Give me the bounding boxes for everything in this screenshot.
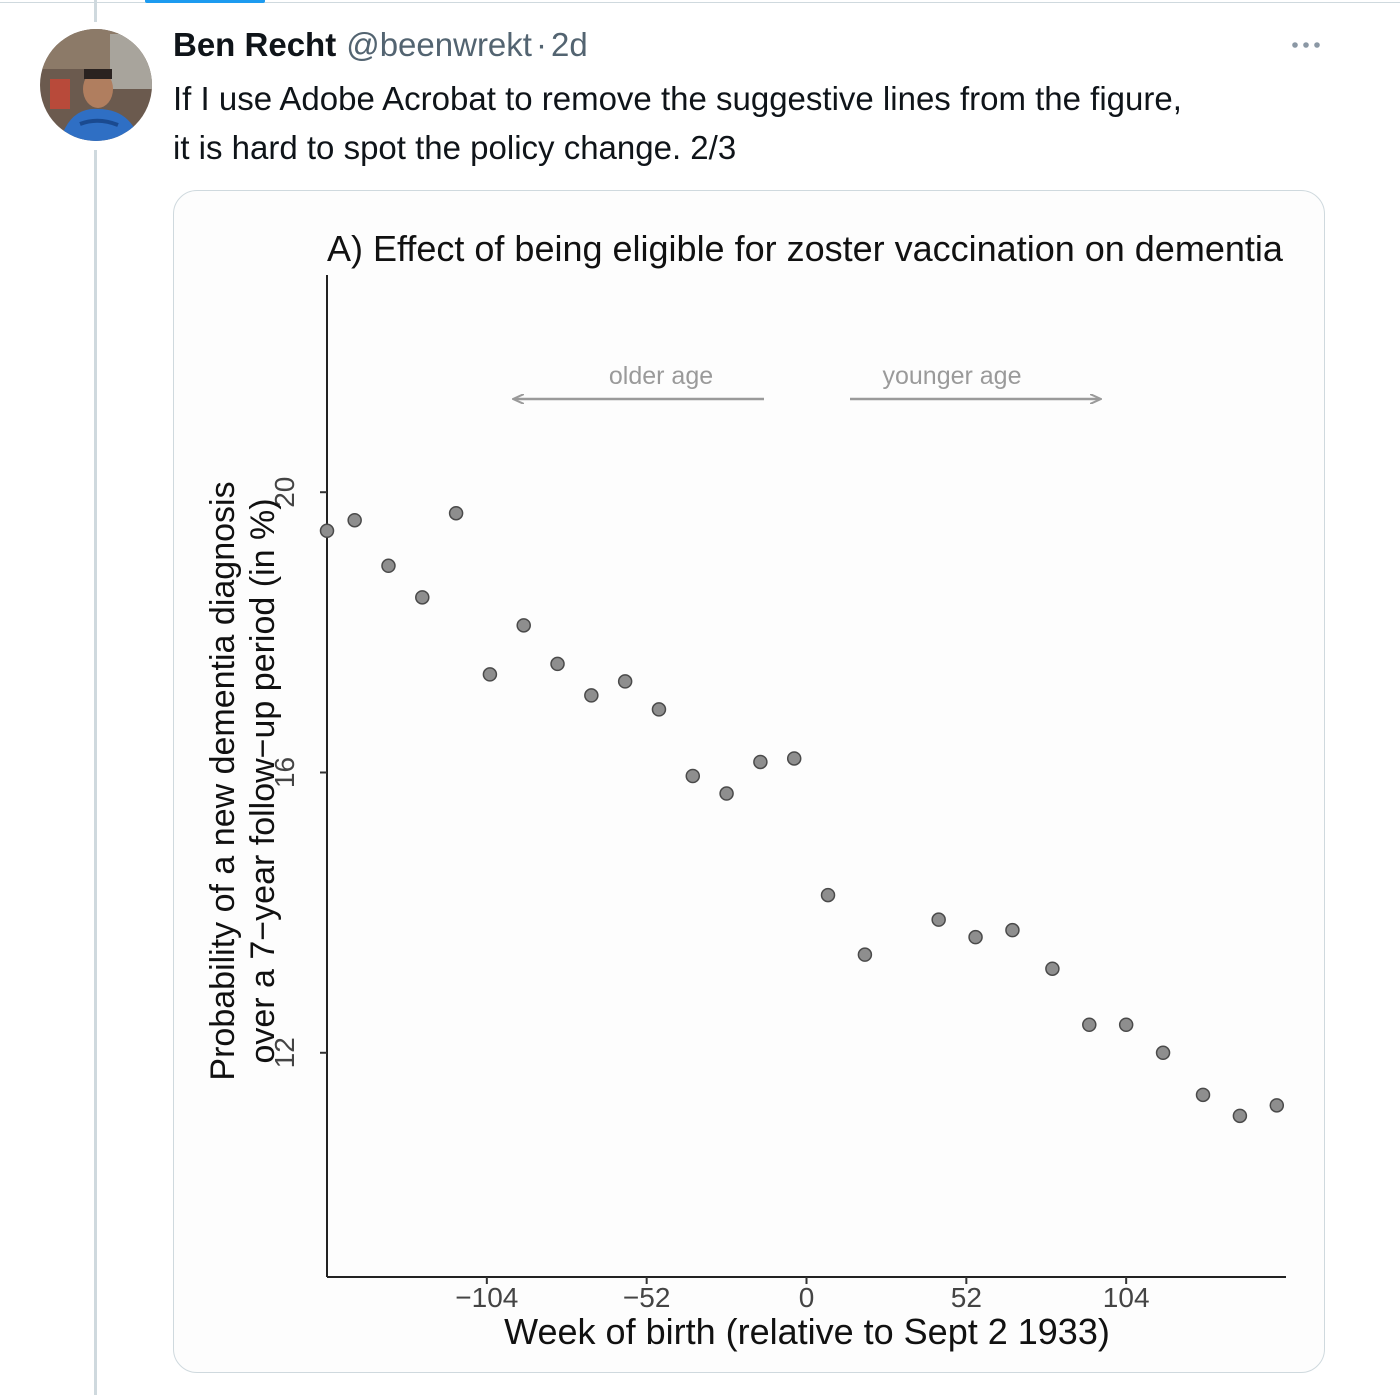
annotation-older-age: older age	[609, 362, 713, 390]
data-point	[1232, 1108, 1248, 1124]
tweet-media-chart[interactable]: A) Effect of being eligible for zoster v…	[173, 190, 1325, 1373]
data-point	[516, 618, 531, 633]
y-tick-label: 20	[269, 477, 300, 508]
chart-title: A) Effect of being eligible for zoster v…	[327, 228, 1284, 269]
x-tick-label: −52	[623, 1282, 671, 1313]
data-point	[617, 674, 633, 689]
annotation-younger-age: younger age	[882, 362, 1021, 390]
data-point	[1155, 1045, 1171, 1061]
data-point	[1082, 1017, 1097, 1032]
y-axis-title-line-2: over a 7−year follow−up period (in %)	[244, 498, 282, 1063]
author-name[interactable]: Ben Recht	[173, 26, 337, 63]
x-axis-title: Week of birth (relative to Sept 2 1933)	[504, 1311, 1110, 1352]
data-point	[550, 656, 565, 672]
data-point	[381, 558, 396, 574]
data-point	[1118, 1017, 1134, 1032]
avatar-photo	[40, 29, 152, 141]
data-point	[584, 688, 599, 703]
y-tick-label: 12	[269, 1037, 300, 1068]
thread-connector	[94, 150, 97, 1395]
ellipsis-icon	[1292, 42, 1320, 48]
data-point	[968, 929, 983, 945]
tweet-header: Ben Recht @beenwrekt · 2d	[173, 26, 588, 66]
x-tick-label: 52	[951, 1282, 982, 1313]
y-axis-title: Probability of a new dementia diagnosis …	[204, 481, 282, 1080]
timeline-divider	[0, 2, 1400, 3]
data-point	[1005, 922, 1020, 938]
author-handle[interactable]: @beenwrekt	[346, 26, 532, 63]
data-point	[415, 590, 430, 605]
data-point	[1045, 961, 1060, 976]
x-tick-label: 104	[1103, 1282, 1150, 1313]
data-point	[1269, 1098, 1285, 1113]
data-point	[931, 912, 946, 927]
data-point	[857, 947, 873, 962]
more-options-button[interactable]	[1286, 30, 1326, 60]
x-axis-ticks: −104 −52 0 52 104	[455, 1277, 1150, 1313]
y-tick-label: 16	[269, 757, 300, 788]
data-point	[482, 667, 498, 682]
tweet-text: If I use Adobe Acrobat to remove the sug…	[173, 80, 1182, 166]
y-axis-title-line-1: Probability of a new dementia diagnosis	[204, 481, 242, 1080]
x-tick-label: 0	[799, 1282, 815, 1313]
active-tab-indicator	[145, 0, 265, 3]
data-point	[786, 751, 802, 766]
data-point	[820, 887, 836, 903]
timestamp[interactable]: 2d	[550, 26, 588, 63]
data-point	[319, 523, 335, 539]
chart-svg: A) Effect of being eligible for zoster v…	[204, 228, 1286, 1352]
data-point	[685, 768, 701, 784]
data-point	[1195, 1087, 1211, 1103]
thread-connector-top	[94, 0, 97, 22]
data-point	[719, 786, 734, 801]
data-points	[319, 505, 1285, 1124]
data-point	[347, 512, 362, 528]
data-point	[753, 754, 768, 770]
separator-dot: ·	[535, 26, 547, 63]
y-axis-ticks: 12 16 20	[269, 477, 327, 1068]
data-point	[448, 505, 464, 521]
data-point	[651, 702, 667, 717]
x-tick-label: −104	[455, 1282, 518, 1313]
avatar[interactable]	[40, 29, 152, 141]
